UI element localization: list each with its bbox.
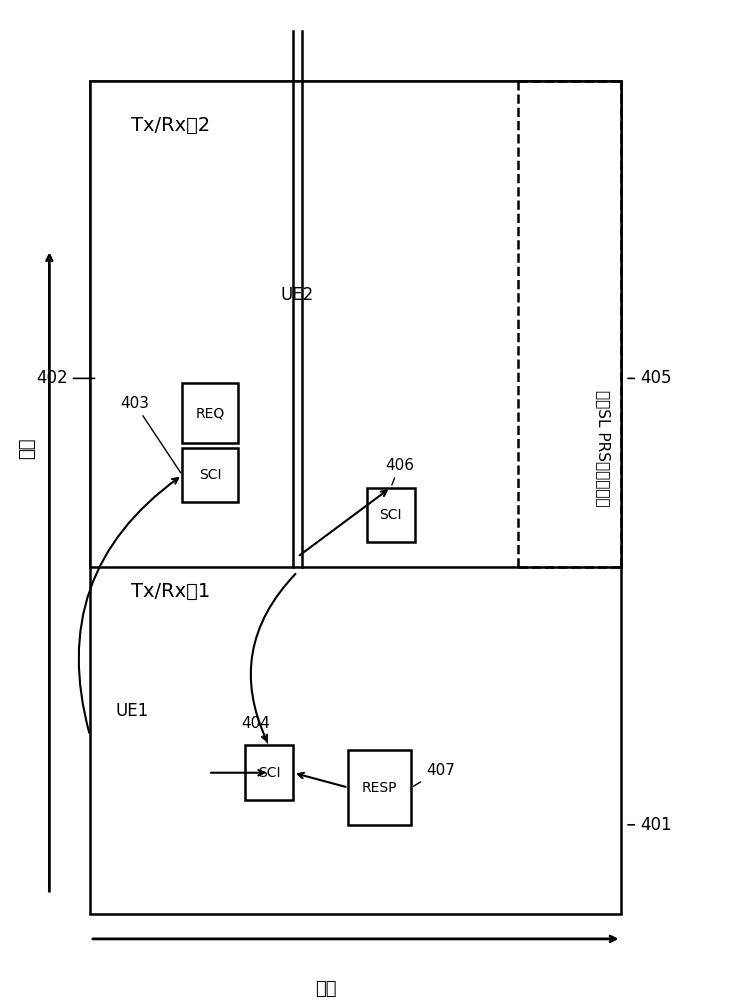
Text: SCI: SCI xyxy=(258,766,280,780)
Text: SCI: SCI xyxy=(199,468,221,482)
Bar xyxy=(182,383,238,443)
Bar xyxy=(245,745,293,800)
Text: 405: 405 xyxy=(628,369,671,387)
Text: UE2: UE2 xyxy=(281,286,314,304)
Text: 402: 402 xyxy=(36,369,95,387)
Text: 用于SL PRS的保留资源: 用于SL PRS的保留资源 xyxy=(596,390,611,506)
Text: Tx/Rx氏2: Tx/Rx氏2 xyxy=(130,115,210,134)
Text: 403: 403 xyxy=(120,396,181,473)
Text: Tx/Rx氏1: Tx/Rx氏1 xyxy=(130,582,210,601)
Text: 404: 404 xyxy=(242,716,270,743)
Bar xyxy=(367,488,415,542)
Text: SCI: SCI xyxy=(379,508,402,522)
Text: REQ: REQ xyxy=(196,406,225,420)
Text: 频率: 频率 xyxy=(19,437,36,459)
Text: 406: 406 xyxy=(385,458,414,485)
Text: RESP: RESP xyxy=(362,781,397,795)
Bar xyxy=(90,81,622,567)
Bar xyxy=(90,81,622,914)
Bar xyxy=(348,750,411,825)
Bar xyxy=(182,448,238,502)
Text: 401: 401 xyxy=(628,816,671,834)
Text: 时间: 时间 xyxy=(316,980,337,998)
Text: UE1: UE1 xyxy=(116,702,149,720)
Text: 407: 407 xyxy=(413,763,455,786)
